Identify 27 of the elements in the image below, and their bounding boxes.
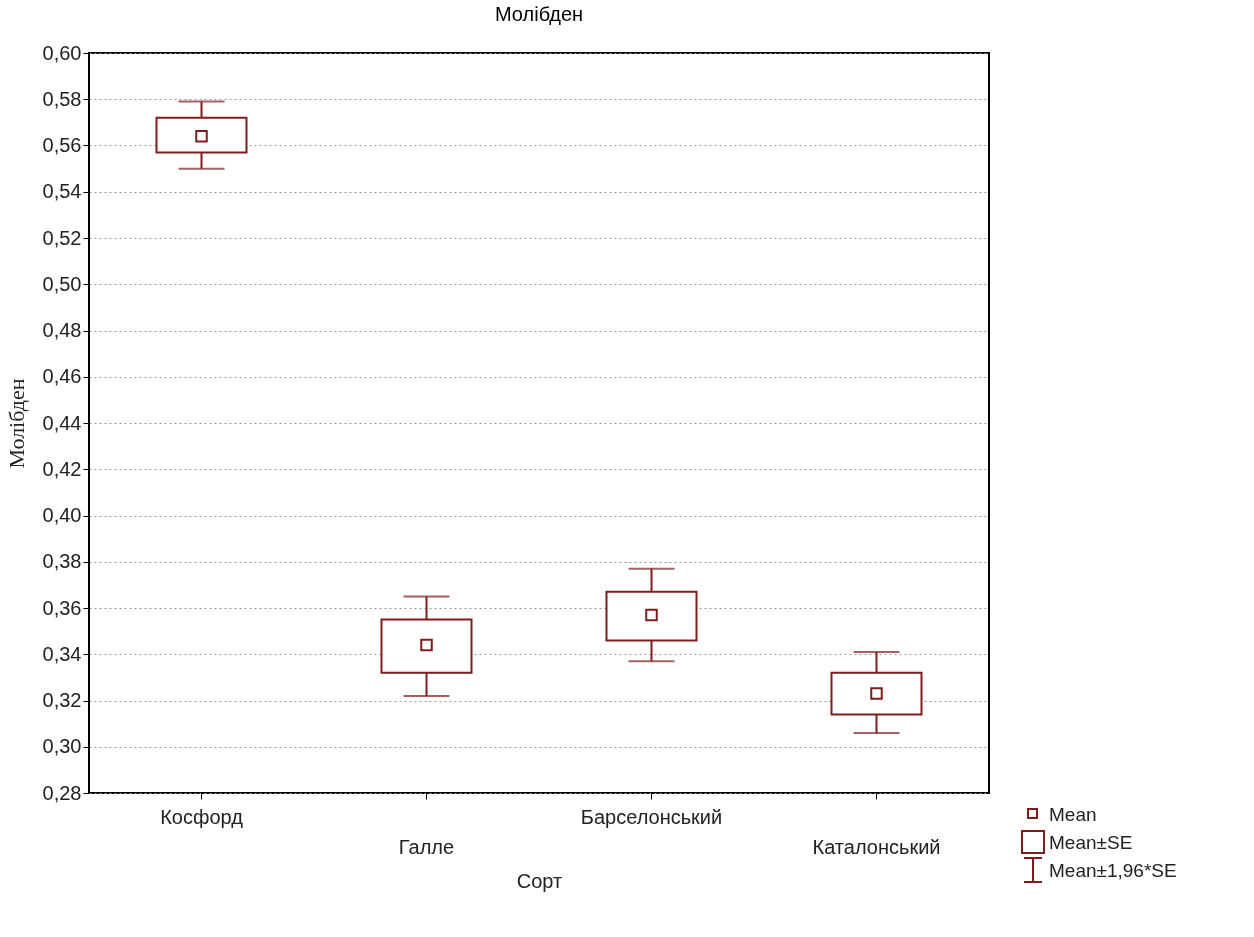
y-tick-label: 0,32 bbox=[42, 689, 82, 711]
y-tick-label: 0,58 bbox=[42, 87, 82, 110]
x-tick-label: Каталонський bbox=[812, 835, 941, 858]
text: Mean±1,96*SE bbox=[1049, 858, 1177, 883]
y-tick-label: 0,52 bbox=[42, 226, 82, 249]
y-tick-label: 0,30 bbox=[42, 735, 82, 758]
y-tick-label: 0,40 bbox=[42, 504, 82, 526]
y-tick-label: 0,48 bbox=[42, 319, 82, 341]
y-tick-label: 0,44 bbox=[42, 411, 82, 434]
y-tick-label: 0,36 bbox=[42, 596, 82, 619]
y-tick-label: 0,42 bbox=[42, 457, 82, 480]
x-tick-label: Косфорд bbox=[160, 805, 244, 828]
text: Mean±SE bbox=[1049, 830, 1133, 855]
x-axis-title: Сорт bbox=[516, 869, 563, 892]
y-tick-label: 0,54 bbox=[42, 180, 82, 203]
x-tick-label: Барселонський bbox=[580, 805, 723, 828]
y-tick-label: 0,46 bbox=[42, 365, 82, 388]
y-tick-label: 0,28 bbox=[42, 781, 82, 804]
y-tick-label: 0,56 bbox=[42, 134, 82, 156]
chart-title: Молібден bbox=[494, 3, 584, 25]
y-tick-label: 0,50 bbox=[42, 272, 82, 295]
y-tick-label: 0,60 bbox=[42, 41, 82, 64]
x-tick-label: Галле bbox=[398, 835, 455, 858]
y-axis-title: Молібден bbox=[3, 378, 29, 469]
text: Mean bbox=[1049, 802, 1097, 827]
y-tick-label: 0,38 bbox=[42, 550, 82, 573]
y-tick-label: 0,34 bbox=[42, 642, 82, 665]
